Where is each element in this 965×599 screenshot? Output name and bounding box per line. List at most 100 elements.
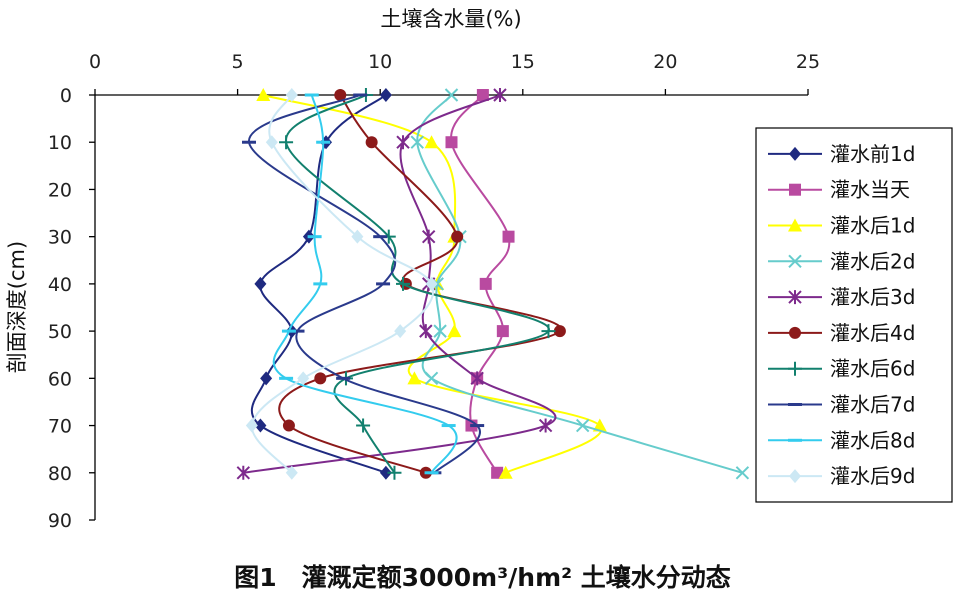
data-point — [470, 371, 484, 386]
data-point — [498, 465, 513, 479]
legend-item: 灌水后8d — [768, 428, 915, 452]
legend-item: 灌水后3d — [768, 285, 915, 309]
data-point — [314, 372, 327, 385]
legend-label: 灌水后2d — [830, 249, 915, 273]
data-point — [245, 418, 258, 433]
data-point — [424, 135, 439, 149]
x-tick-label: 5 — [232, 51, 244, 73]
y-tick-label: 0 — [60, 85, 72, 107]
data-point — [265, 135, 278, 150]
data-point — [496, 325, 509, 338]
y-tick-label: 20 — [48, 179, 72, 201]
y-tick-label: 60 — [48, 368, 72, 390]
axes: 0 5 10 15 20 25 0 10 20 30 40 50 60 70 80 90 — [48, 51, 820, 532]
data-point — [394, 324, 407, 339]
series-2 — [445, 89, 515, 479]
y-tick-label: 40 — [48, 274, 72, 296]
data-point — [541, 324, 556, 339]
data-point — [433, 324, 447, 338]
series-7 — [279, 88, 556, 480]
legend-label: 灌水后3d — [830, 285, 915, 309]
legend-item: 灌水后2d — [768, 249, 915, 273]
legend-item: 灌水当天 — [768, 178, 910, 202]
series-line — [248, 94, 481, 474]
legend-label: 灌水后6d — [830, 357, 915, 381]
legend-swatch-marker — [788, 254, 802, 269]
plot-area — [236, 88, 750, 480]
data-point — [476, 89, 489, 101]
data-point — [285, 88, 298, 102]
legend-item: 灌水后4d — [768, 321, 915, 345]
series-5 — [236, 88, 557, 480]
data-point — [735, 466, 750, 480]
x-tick-label: 0 — [89, 51, 101, 73]
data-point — [592, 418, 607, 432]
legend-label: 灌水后1d — [830, 214, 915, 238]
data-point — [379, 465, 392, 480]
data-point — [334, 89, 347, 101]
series-8 — [242, 93, 485, 475]
soil-moisture-chart: 土壤含水量(%) 剖面深度(cm) 0 5 10 15 20 25 0 10 20 30 40 50 6… — [5, 7, 953, 532]
data-point — [493, 88, 507, 102]
data-point — [254, 418, 267, 433]
legend-item: 灌水后1d — [768, 214, 915, 238]
y-tick-label: 30 — [48, 227, 72, 249]
data-point — [279, 135, 294, 150]
data-point — [425, 276, 438, 291]
data-point — [575, 418, 590, 433]
data-point — [407, 371, 422, 385]
legend-item: 灌水前1d — [768, 142, 915, 166]
legend-item: 灌水后9d — [768, 464, 915, 488]
data-point — [553, 325, 566, 338]
legend-label: 灌水后9d — [830, 464, 915, 488]
data-point — [351, 229, 364, 244]
data-point — [451, 230, 464, 243]
legend-label: 灌水前1d — [830, 142, 915, 166]
data-point — [236, 465, 251, 480]
data-point — [419, 324, 433, 339]
series-9 — [272, 93, 458, 475]
data-point — [297, 371, 310, 386]
x-tick-label: 10 — [368, 51, 392, 73]
data-point — [479, 277, 492, 290]
data-point — [256, 88, 271, 101]
data-point — [365, 136, 378, 149]
data-point — [387, 465, 402, 480]
data-point — [444, 88, 459, 102]
series-10 — [245, 88, 438, 480]
legend-label: 灌水后7d — [830, 393, 915, 417]
y-tick-label: 10 — [48, 132, 72, 154]
legend-label: 灌水当天 — [830, 178, 910, 202]
data-point — [421, 229, 436, 244]
legend-swatch-marker — [788, 218, 802, 232]
y-tick-label: 50 — [48, 321, 72, 343]
legend-swatch-marker — [789, 326, 801, 339]
data-point — [285, 465, 298, 480]
legend-swatch-marker — [788, 361, 802, 376]
x-axis-title: 土壤含水量(%) — [380, 7, 521, 31]
data-point — [445, 136, 458, 149]
x-tick-label: 15 — [511, 51, 535, 73]
y-tick-label: 70 — [48, 416, 72, 438]
data-point — [410, 135, 424, 149]
data-point — [424, 371, 439, 386]
legend-label: 灌水后4d — [830, 321, 915, 345]
data-point — [282, 419, 295, 432]
data-point — [447, 324, 462, 338]
data-point — [396, 276, 411, 291]
series-line — [272, 94, 458, 474]
figure-caption: 图1 灌溉定额3000m³/hm² 土壤水分动态 — [234, 563, 731, 592]
data-point — [396, 135, 410, 150]
series-4 — [410, 88, 750, 480]
data-point — [502, 230, 515, 243]
legend-item: 灌水后7d — [768, 393, 915, 417]
x-tick-label: 25 — [796, 51, 820, 73]
legend-swatch-marker — [789, 146, 801, 161]
legend-swatch-marker — [789, 469, 801, 484]
legend-item: 灌水后6d — [768, 357, 915, 381]
legend-swatch-marker — [789, 183, 801, 196]
data-point — [254, 276, 267, 291]
data-point — [379, 88, 392, 102]
data-point — [260, 371, 273, 386]
